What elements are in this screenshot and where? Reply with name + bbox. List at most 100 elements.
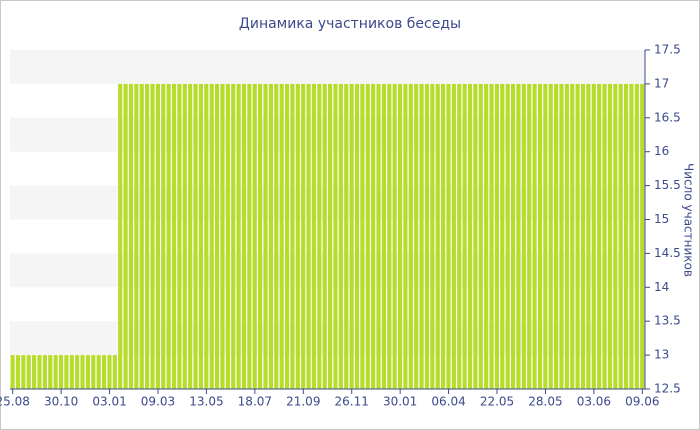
bar [634, 83, 639, 390]
bar [521, 83, 526, 390]
bar [344, 83, 349, 390]
bar [236, 83, 241, 390]
bar [607, 83, 613, 390]
bar [10, 355, 15, 389]
bar [564, 83, 569, 390]
bar [629, 83, 634, 390]
x-tick-label: 09.06 [625, 395, 659, 409]
bar [37, 355, 42, 389]
y-tick-label: 16.5 [654, 110, 681, 124]
bar [91, 355, 96, 389]
bar [371, 83, 376, 390]
bar [69, 355, 74, 389]
bar [150, 83, 155, 390]
bar [376, 83, 381, 390]
bar [618, 83, 623, 390]
bar [613, 83, 618, 390]
x-tick-label: 18.07 [238, 395, 272, 409]
bar [26, 355, 31, 389]
bar [134, 83, 139, 390]
bar [451, 83, 456, 390]
bar [580, 83, 586, 390]
x-tick-label: 30.01 [383, 395, 417, 409]
y-axis-label: Число участников [682, 163, 696, 277]
bar [311, 83, 317, 390]
bar [338, 83, 343, 390]
bar [220, 83, 225, 390]
bar [182, 83, 187, 390]
bar [419, 83, 424, 390]
bar [295, 83, 300, 390]
y-tick-label: 17.5 [654, 43, 681, 57]
bar [527, 83, 532, 390]
bar [177, 83, 182, 390]
bar [171, 83, 177, 390]
x-tick-label: 28.05 [528, 395, 562, 409]
bar [640, 83, 645, 390]
bar [214, 83, 220, 390]
bar [457, 83, 462, 390]
bar [403, 83, 408, 390]
x-tick-label: 03.01 [92, 395, 126, 409]
bar [484, 83, 489, 390]
bar [548, 83, 553, 390]
x-tick-label: 06.04 [431, 395, 465, 409]
bar [247, 83, 252, 390]
bar [322, 83, 327, 390]
bar [107, 355, 112, 389]
bar [586, 83, 591, 390]
bar [268, 83, 273, 390]
x-tick-label: 03.06 [577, 395, 611, 409]
bar [306, 83, 311, 390]
bar [80, 355, 85, 389]
bar [75, 355, 80, 389]
y-tick-label: 16 [654, 144, 669, 158]
bar [274, 83, 279, 390]
bar [231, 83, 236, 390]
bar [516, 83, 521, 390]
bar [430, 83, 435, 390]
bar [392, 83, 397, 390]
bar [397, 83, 403, 390]
bar [279, 83, 284, 390]
bar [123, 83, 128, 390]
x-tick-label: 09.03 [141, 395, 175, 409]
bar [317, 83, 322, 390]
bar [575, 83, 580, 390]
x-tick-label: 25.08 [0, 395, 30, 409]
bar [284, 83, 290, 390]
bar [500, 83, 505, 390]
y-tick-label: 13.5 [654, 314, 681, 328]
bar [21, 355, 26, 389]
bar [301, 83, 306, 390]
bar [128, 83, 134, 390]
bar [263, 83, 268, 390]
x-tick-label: 21.09 [286, 395, 320, 409]
bar [494, 83, 500, 390]
bar [112, 355, 117, 389]
bar [64, 355, 69, 389]
bar [360, 83, 365, 390]
bar [505, 83, 510, 390]
bar [101, 355, 107, 389]
bar [441, 83, 446, 390]
x-tick-label: 30.10 [44, 395, 78, 409]
bar [290, 83, 295, 390]
bar [570, 83, 575, 390]
bar [532, 83, 537, 390]
bar [139, 83, 144, 390]
bar [53, 355, 58, 389]
bar [591, 83, 596, 390]
bar [623, 83, 629, 390]
bar [328, 83, 333, 390]
x-tick-label: 13.05 [189, 395, 223, 409]
bar [559, 83, 564, 390]
bar [543, 83, 548, 390]
y-tick-label: 17 [654, 76, 669, 90]
grid-band [10, 50, 645, 84]
bar [489, 83, 494, 390]
bar [58, 355, 64, 389]
bar [96, 355, 101, 389]
bar [354, 83, 360, 390]
